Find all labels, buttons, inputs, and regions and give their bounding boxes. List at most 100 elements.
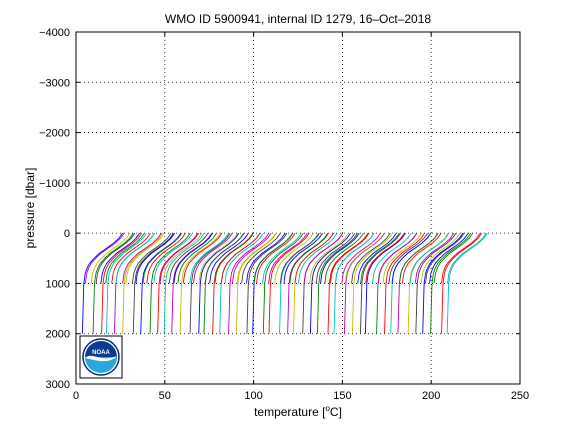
profile-line [329, 232, 370, 284]
x-tick-label: 100 [244, 390, 262, 402]
profile-line [441, 232, 481, 284]
y-tick-label: 1000 [46, 278, 70, 290]
profile-line [209, 232, 249, 284]
axis-ticks [75, 31, 521, 385]
x-tick-label: 50 [159, 390, 171, 402]
profile-line [171, 232, 213, 334]
profile-line [415, 232, 457, 334]
profile-line [309, 232, 349, 284]
profile-line [430, 232, 472, 334]
profile-line [105, 232, 147, 334]
profile-line [157, 232, 199, 334]
profile-line [135, 232, 175, 284]
profile-line [289, 232, 329, 284]
profile-line [429, 232, 469, 284]
profile-line [365, 232, 405, 284]
y-tick-label: −3000 [39, 77, 70, 89]
profile-line [198, 232, 240, 334]
profile-line [189, 232, 231, 334]
profile-line [149, 232, 191, 334]
profile-line [231, 232, 272, 284]
profile-line [236, 232, 277, 284]
plot-area [76, 32, 520, 384]
profile-line [441, 232, 483, 334]
y-tick-label: 2000 [46, 329, 70, 341]
profile-line [268, 232, 310, 334]
logo-sea [85, 357, 117, 373]
profile-line [364, 232, 406, 334]
profile-line [422, 232, 464, 334]
noaa-logo: NOAA [79, 335, 123, 379]
profile-line [320, 232, 360, 284]
profile-line [324, 232, 364, 284]
profile-line [357, 232, 397, 284]
profile-line [246, 232, 288, 334]
profile-line [253, 232, 293, 284]
profile-line [279, 232, 321, 334]
x-tick-label: 200 [422, 390, 440, 402]
x-tick-label: 250 [511, 390, 529, 402]
profile-line [409, 232, 450, 284]
y-axis-label: pressure [dbar] [23, 168, 37, 249]
x-tick-label: 150 [333, 390, 351, 402]
plot-frame [75, 31, 521, 385]
profile-line [179, 232, 221, 334]
profile-line [204, 232, 245, 284]
profile-line [334, 232, 375, 284]
profile-line [297, 232, 338, 284]
x-axis-label: temperature [oC] [254, 404, 342, 419]
profile-line [268, 232, 308, 284]
profile-line [388, 232, 428, 284]
profile-line [92, 232, 134, 334]
y-tick-label: −2000 [39, 128, 70, 140]
profile-line [105, 232, 145, 284]
profile-line [283, 232, 323, 284]
profile-line [189, 232, 230, 284]
y-tick-label: −4000 [39, 27, 70, 39]
x-tick-labels: 0 50 100 150 200 250 [73, 390, 529, 402]
x-tick-label: 0 [73, 390, 79, 402]
profile-line [351, 232, 393, 334]
y-tick-label: −1000 [39, 178, 70, 190]
profile-line [132, 232, 174, 334]
profile-line [256, 232, 296, 284]
profile-line [220, 232, 261, 284]
profile-line [235, 232, 277, 334]
profile-line [122, 232, 164, 334]
profile-line [125, 232, 165, 284]
profile-line [228, 232, 270, 334]
profile-line [315, 232, 356, 284]
profile-line [90, 232, 131, 284]
profile-line [173, 232, 214, 284]
profile-line [81, 232, 123, 334]
profile-line [111, 232, 151, 284]
profile-line [84, 232, 125, 284]
profile-line [316, 232, 358, 334]
profile-line [159, 232, 200, 284]
profile-line [371, 232, 412, 284]
profile-line [303, 232, 344, 284]
temperature-profiles [81, 232, 488, 334]
profile-line [214, 232, 255, 284]
profile-line [262, 232, 304, 334]
profile-line [95, 232, 136, 284]
profile-line [359, 232, 401, 334]
profile-line [447, 232, 487, 284]
profile-line [212, 232, 254, 334]
profile-line [101, 232, 143, 334]
profile-line [309, 232, 351, 334]
profile-line [351, 232, 391, 284]
profile-line [241, 232, 281, 284]
profile-line [262, 232, 302, 284]
profile-line [146, 232, 186, 284]
profile-line [382, 232, 422, 284]
profile-line [279, 232, 320, 284]
profile-line [294, 232, 335, 284]
profile-line [414, 232, 455, 284]
profile-line [193, 232, 233, 284]
profile-line [142, 232, 183, 284]
profile-line [384, 232, 426, 334]
logo-text: NOAA [92, 350, 110, 356]
profile-line [100, 232, 140, 284]
